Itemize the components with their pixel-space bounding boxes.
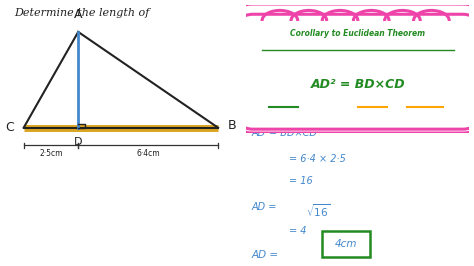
Text: Determine the length of: Determine the length of	[14, 8, 153, 18]
Text: = 16: = 16	[289, 176, 313, 186]
Text: B: B	[228, 119, 237, 131]
Text: A: A	[74, 8, 82, 21]
Text: AD: AD	[282, 8, 299, 18]
Text: 2·5cm: 2·5cm	[39, 149, 63, 158]
Text: C: C	[5, 121, 14, 134]
Text: AD²= BD×CD: AD²= BD×CD	[251, 128, 317, 138]
Text: .: .	[310, 8, 314, 18]
Text: D: D	[74, 137, 82, 147]
FancyBboxPatch shape	[322, 231, 370, 257]
Text: $\sqrt{16}$: $\sqrt{16}$	[306, 202, 330, 219]
Text: 4cm: 4cm	[335, 239, 357, 249]
Text: AD =: AD =	[251, 202, 280, 212]
Text: = 6·4 × 2·5: = 6·4 × 2·5	[289, 154, 346, 164]
Text: AD =: AD =	[251, 250, 282, 260]
Text: = 4: = 4	[289, 226, 307, 236]
Text: 6·4cm: 6·4cm	[137, 149, 160, 158]
